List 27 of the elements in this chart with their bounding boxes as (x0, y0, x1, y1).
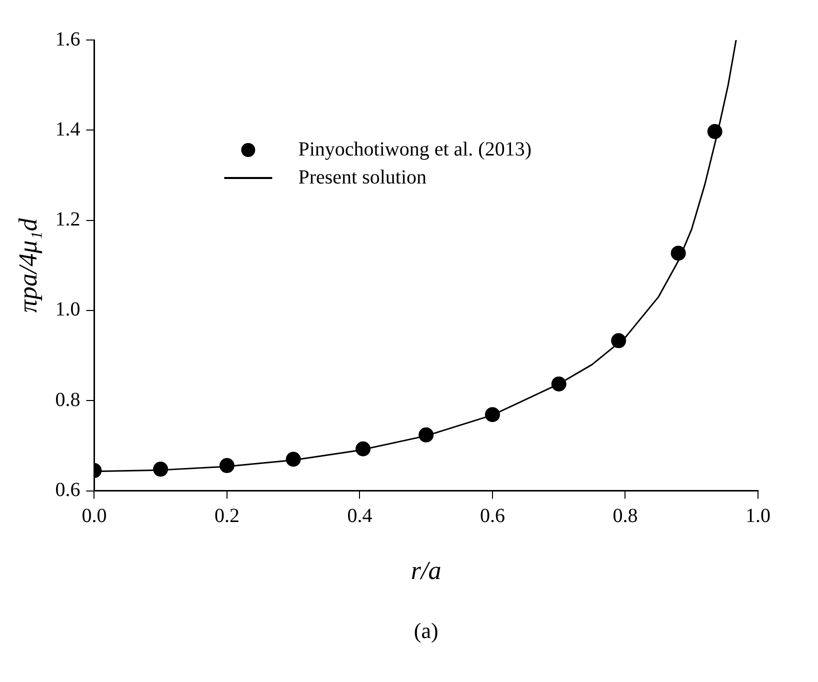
legend-label: Present solution (298, 166, 427, 188)
y-axis-title: πpa/4μ₁d (13, 217, 42, 313)
y-tick-label: 1.6 (55, 28, 80, 50)
y-tick-label: 1.4 (55, 118, 80, 140)
x-tick-label: 0.4 (347, 505, 372, 528)
point (153, 462, 168, 477)
point (219, 458, 234, 474)
point (286, 452, 301, 467)
x-tick-label: 0.6 (480, 505, 505, 528)
point (484, 407, 500, 422)
x-tick-label: 1.0 (746, 505, 770, 528)
x-axis-title: r/a (410, 556, 442, 586)
legend-label: Pinyochotiwong et al. (2013) (298, 138, 532, 160)
x-tick-label: 0.8 (612, 505, 638, 528)
y-tick-label: 0.8 (55, 388, 80, 411)
y-tick-label: 1.2 (55, 208, 80, 231)
point (611, 333, 626, 348)
y-tick-label: 1.0 (55, 298, 80, 321)
x-tick-label: 0.2 (214, 505, 240, 528)
point (418, 427, 434, 442)
point (670, 246, 686, 261)
y-tick-label: 0.6 (55, 479, 80, 502)
point (707, 124, 722, 140)
point (551, 376, 566, 392)
text: (a) (414, 618, 438, 643)
point (356, 441, 371, 456)
x-tick-label: 0.0 (82, 505, 107, 528)
